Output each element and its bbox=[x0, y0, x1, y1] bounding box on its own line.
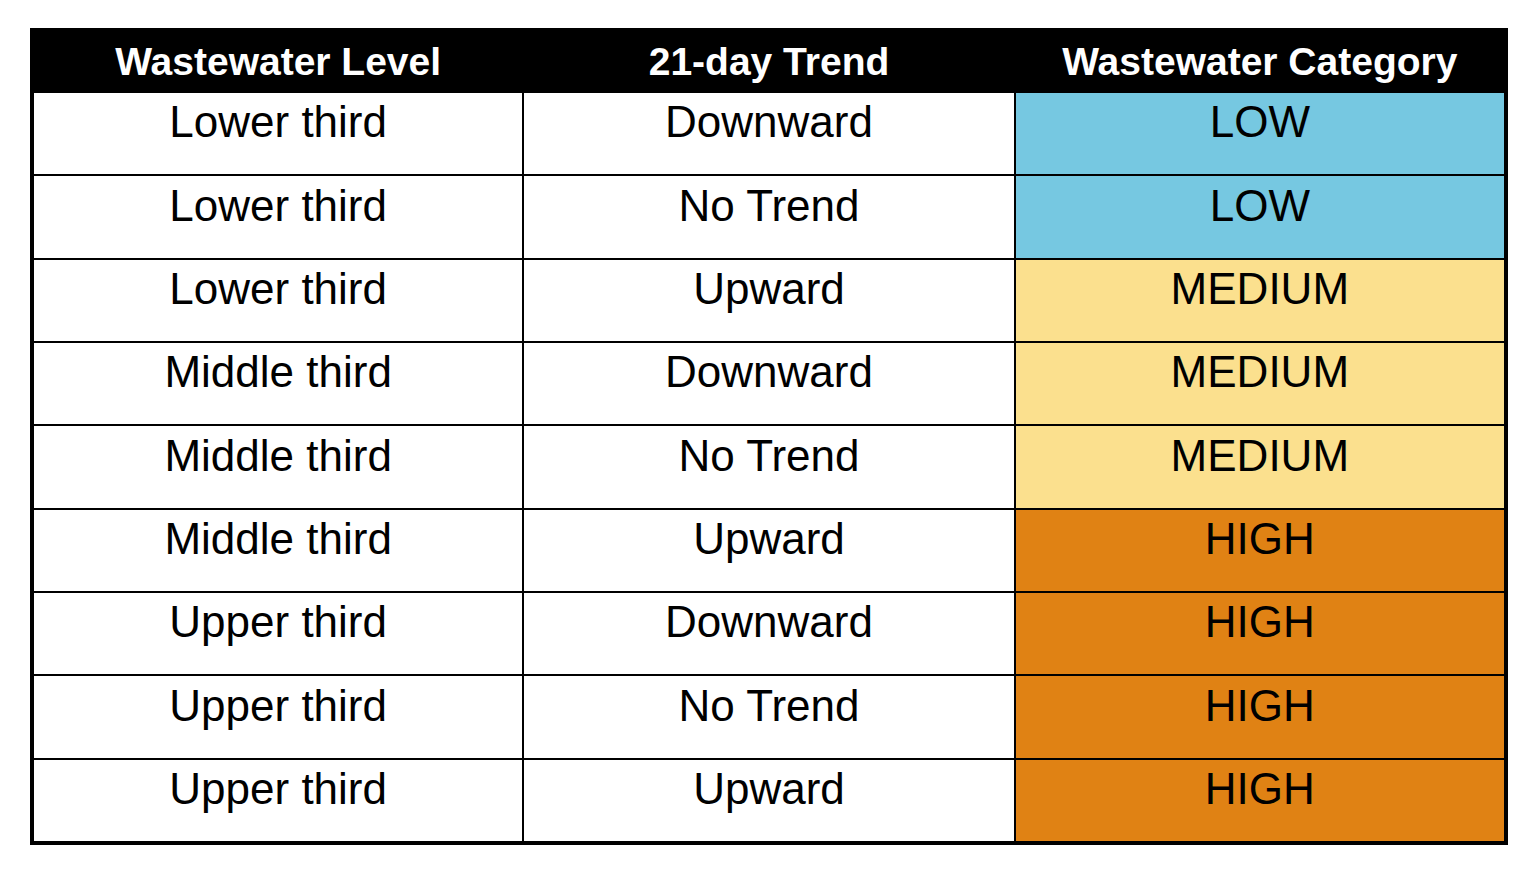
cell-wastewater-level: Middle third bbox=[32, 342, 523, 425]
header-wastewater-category: Wastewater Category bbox=[1015, 30, 1506, 92]
cell-category: MEDIUM bbox=[1015, 342, 1506, 425]
cell-category: HIGH bbox=[1015, 759, 1506, 844]
cell-trend: Downward bbox=[523, 342, 1014, 425]
table-header: Wastewater Level 21-day Trend Wastewater… bbox=[32, 30, 1506, 92]
table-row: Middle thirdUpwardHIGH bbox=[32, 509, 1506, 592]
cell-wastewater-level: Upper third bbox=[32, 592, 523, 675]
header-21-day-trend: 21-day Trend bbox=[523, 30, 1014, 92]
wastewater-category-table: Wastewater Level 21-day Trend Wastewater… bbox=[30, 28, 1508, 845]
cell-trend: Upward bbox=[523, 259, 1014, 342]
cell-wastewater-level: Middle third bbox=[32, 425, 523, 508]
cell-wastewater-level: Middle third bbox=[32, 509, 523, 592]
table-row: Upper thirdUpwardHIGH bbox=[32, 759, 1506, 844]
cell-category: MEDIUM bbox=[1015, 259, 1506, 342]
table-row: Upper thirdDownwardHIGH bbox=[32, 592, 1506, 675]
cell-category: LOW bbox=[1015, 175, 1506, 258]
page: Wastewater Level 21-day Trend Wastewater… bbox=[0, 0, 1540, 878]
cell-wastewater-level: Upper third bbox=[32, 759, 523, 844]
header-row: Wastewater Level 21-day Trend Wastewater… bbox=[32, 30, 1506, 92]
cell-wastewater-level: Upper third bbox=[32, 675, 523, 758]
cell-category: MEDIUM bbox=[1015, 425, 1506, 508]
table-row: Middle thirdDownwardMEDIUM bbox=[32, 342, 1506, 425]
cell-trend: No Trend bbox=[523, 675, 1014, 758]
cell-trend: Downward bbox=[523, 92, 1014, 175]
cell-wastewater-level: Lower third bbox=[32, 92, 523, 175]
cell-category: LOW bbox=[1015, 92, 1506, 175]
cell-category: HIGH bbox=[1015, 592, 1506, 675]
table-body: Lower thirdDownwardLOWLower thirdNo Tren… bbox=[32, 92, 1506, 843]
cell-trend: Upward bbox=[523, 759, 1014, 844]
table-row: Upper thirdNo TrendHIGH bbox=[32, 675, 1506, 758]
cell-wastewater-level: Lower third bbox=[32, 259, 523, 342]
table-row: Lower thirdDownwardLOW bbox=[32, 92, 1506, 175]
table-row: Lower thirdNo TrendLOW bbox=[32, 175, 1506, 258]
cell-category: HIGH bbox=[1015, 509, 1506, 592]
table-row: Middle thirdNo TrendMEDIUM bbox=[32, 425, 1506, 508]
cell-category: HIGH bbox=[1015, 675, 1506, 758]
cell-trend: No Trend bbox=[523, 425, 1014, 508]
cell-trend: Downward bbox=[523, 592, 1014, 675]
cell-wastewater-level: Lower third bbox=[32, 175, 523, 258]
table-row: Lower thirdUpwardMEDIUM bbox=[32, 259, 1506, 342]
cell-trend: No Trend bbox=[523, 175, 1014, 258]
header-wastewater-level: Wastewater Level bbox=[32, 30, 523, 92]
cell-trend: Upward bbox=[523, 509, 1014, 592]
